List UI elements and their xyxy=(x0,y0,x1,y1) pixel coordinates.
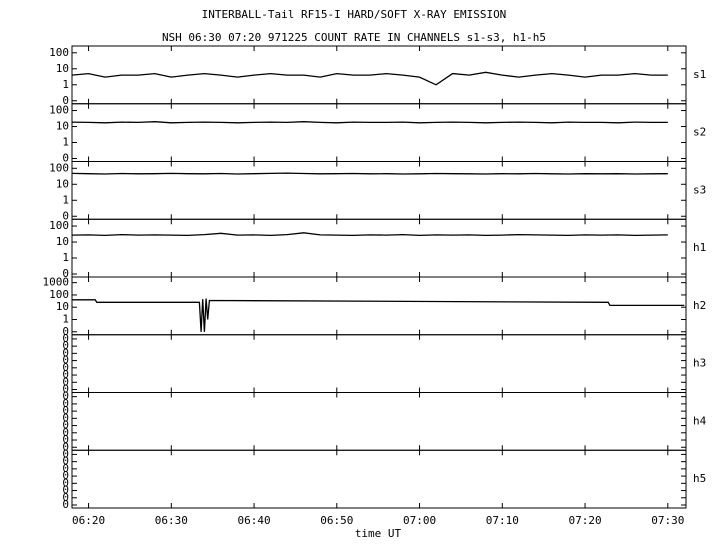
x-tick-label: 06:50 xyxy=(320,514,353,527)
y-tick-label: 10 xyxy=(56,300,69,313)
x-tick-label: 07:00 xyxy=(403,514,436,527)
x-tick-label: 07:20 xyxy=(568,514,601,527)
panel-label: h1 xyxy=(693,241,706,254)
panel-frame xyxy=(71,103,687,162)
y-tick-label: 0 xyxy=(62,462,69,475)
y-tick-label: 10 xyxy=(56,62,69,75)
x-axis-label: time UT xyxy=(355,527,402,540)
y-tick-label: 0 xyxy=(62,484,69,497)
y-tick-label: 0 xyxy=(62,325,69,338)
panel-frame xyxy=(71,334,687,393)
y-tick-label: 0 xyxy=(62,426,69,439)
chart-title: INTERBALL-Tail RF15-I HARD/SOFT X-RAY EM… xyxy=(202,8,507,21)
y-tick-label: 0 xyxy=(62,476,69,489)
panel-label: h5 xyxy=(693,472,706,485)
y-tick-label: 10 xyxy=(56,235,69,248)
y-tick-label: 1 xyxy=(62,136,69,149)
panel-frame xyxy=(71,449,687,509)
y-tick-label: 0 xyxy=(62,354,69,367)
series-line xyxy=(71,172,668,175)
y-tick-label: 0 xyxy=(62,411,69,424)
y-tick-label: 100 xyxy=(49,219,69,232)
panel-label: s2 xyxy=(693,126,706,139)
panel-frame xyxy=(71,161,687,220)
y-tick-label: 100 xyxy=(49,161,69,174)
y-tick-label: 0 xyxy=(62,361,69,374)
y-tick-label: 1 xyxy=(62,312,69,325)
y-tick-label: 100 xyxy=(49,104,69,117)
y-tick-label: 1 xyxy=(62,78,69,91)
y-tick-label: 0 xyxy=(62,455,69,468)
y-tick-label: 1 xyxy=(62,251,69,264)
y-tick-label: 0 xyxy=(62,383,69,396)
panel-label: h4 xyxy=(693,414,707,427)
y-tick-label: 10 xyxy=(56,177,69,190)
panel-label: s1 xyxy=(693,68,706,81)
y-tick-label: 0 xyxy=(62,375,69,388)
series-line xyxy=(71,232,668,237)
y-tick-label: 100 xyxy=(49,46,69,59)
panel-label: s3 xyxy=(693,183,706,196)
y-tick-label: 0 xyxy=(62,390,69,403)
y-tick-label: 0 xyxy=(62,404,69,417)
y-tick-label: 0 xyxy=(62,339,69,352)
y-tick-label: 0 xyxy=(62,419,69,432)
x-tick-label: 06:30 xyxy=(155,514,188,527)
y-tick-label: 0 xyxy=(62,397,69,410)
y-tick-label: 1000 xyxy=(43,276,70,289)
y-tick-label: 0 xyxy=(62,346,69,359)
series-line xyxy=(72,298,685,332)
y-tick-label: 0 xyxy=(62,469,69,482)
y-tick-label: 1 xyxy=(62,193,69,206)
series-line xyxy=(71,71,668,86)
panel-frame xyxy=(71,276,687,336)
panel-frame xyxy=(71,218,687,278)
x-tick-label: 06:40 xyxy=(237,514,270,527)
y-tick-label: 0 xyxy=(62,368,69,381)
y-tick-label: 0 xyxy=(62,332,69,345)
y-tick-label: 0 xyxy=(62,491,69,504)
y-tick-label: 0 xyxy=(62,447,69,460)
panel-frame xyxy=(71,392,687,451)
panel-label: h3 xyxy=(693,357,706,370)
y-tick-label: 0 xyxy=(62,267,69,280)
chart-subtitle: NSH 06:30 07:20 971225 COUNT RATE IN CHA… xyxy=(162,31,546,44)
series-line xyxy=(71,121,668,124)
y-tick-label: 0 xyxy=(62,152,69,165)
x-tick-label: 06:20 xyxy=(72,514,105,527)
y-tick-label: 0 xyxy=(62,440,69,453)
x-tick-label: 07:10 xyxy=(486,514,519,527)
y-tick-label: 0 xyxy=(62,498,69,511)
x-tick-label: 07:30 xyxy=(651,514,684,527)
panel-label: h2 xyxy=(693,299,706,312)
y-tick-label: 0 xyxy=(62,94,69,107)
y-tick-label: 10 xyxy=(56,120,69,133)
y-tick-label: 0 xyxy=(62,209,69,222)
y-tick-label: 0 xyxy=(62,433,69,446)
y-tick-label: 100 xyxy=(49,288,69,301)
